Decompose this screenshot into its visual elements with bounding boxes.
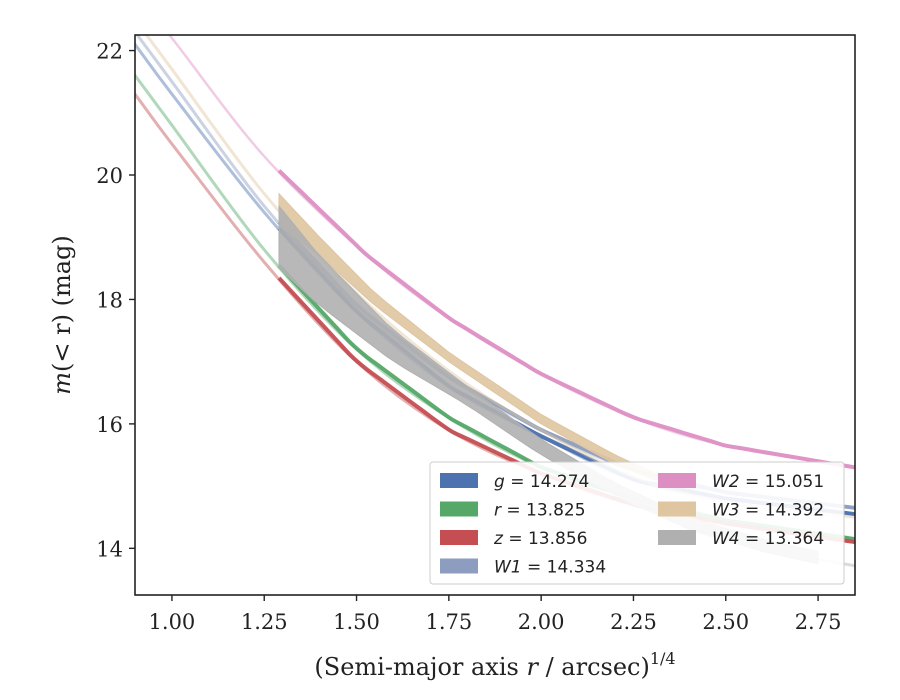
- x-axis-title-var: r: [526, 653, 539, 681]
- legend-item-z: z = 13.856: [440, 529, 587, 549]
- y-tick-label: 18: [96, 288, 123, 312]
- legend-swatch: [658, 530, 696, 545]
- x-axis-title-main: (Semi-major axis: [314, 653, 526, 681]
- legend-swatch: [658, 501, 696, 517]
- series-W2: [167, 35, 855, 470]
- legend-label-value: = 14.274: [505, 472, 590, 492]
- legend-item-g: g = 14.274: [440, 472, 589, 492]
- series-W2-measured-curve: [277, 169, 855, 470]
- legend-label-var: g: [494, 472, 505, 492]
- series-W1-model-curve: [135, 35, 855, 510]
- legend-label: W2 = 15.051: [712, 472, 824, 492]
- legend-label-var: W1: [494, 558, 522, 578]
- legend-swatch: [440, 473, 478, 488]
- legend-label-var: r: [494, 501, 502, 521]
- y-axis-title-suffix: (mag): [48, 235, 76, 314]
- legend-label: z = 13.856: [493, 529, 587, 549]
- y-tick-label: 16: [96, 413, 123, 437]
- x-tick-label: 2.50: [702, 610, 749, 634]
- x-tick-label: 1.25: [241, 610, 288, 634]
- y-tick-label: 22: [96, 40, 123, 64]
- x-tick-label: 2.25: [610, 610, 657, 634]
- legend-swatch: [440, 501, 478, 517]
- legend-swatch: [440, 558, 478, 574]
- y-tick-label: 20: [96, 164, 123, 188]
- legend-item-r: r = 13.825: [440, 501, 586, 521]
- legend-item-W1: W1 = 14.334: [440, 558, 606, 578]
- y-axis-ticks: 14 16 18 20 22: [96, 40, 135, 561]
- legend-label-value: = 13.856: [503, 529, 588, 549]
- x-axis-title: (Semi-major axis r / arcsec)1/4: [314, 649, 675, 681]
- legend-frame: [429, 461, 845, 585]
- legend-label-value: = 14.334: [522, 558, 607, 578]
- legend-label-var: z: [493, 529, 504, 549]
- y-axis-title: m(< r) (mag): [48, 235, 76, 395]
- legend-label-value: = 14.392: [740, 501, 825, 521]
- legend-item-W3: W3 = 14.392: [658, 501, 824, 521]
- x-axis-title-exponent: 1/4: [650, 649, 676, 668]
- legend-label-value: = 13.825: [501, 501, 586, 521]
- y-axis-title-prefix: m: [48, 372, 76, 395]
- x-tick-label: 2.75: [795, 610, 842, 634]
- x-tick-label: 2.00: [518, 610, 565, 634]
- x-axis-ticks: 1.00 1.25 1.50 1.75 2.00 2.25 2.50 2.75: [149, 595, 842, 634]
- legend-label-var: W4: [712, 529, 740, 549]
- legend-label: g = 14.274: [494, 472, 589, 492]
- legend-label-value: = 15.051: [740, 472, 825, 492]
- legend-swatch: [658, 473, 696, 488]
- y-tick-label: 14: [96, 537, 123, 561]
- legend-label: W1 = 14.334: [494, 558, 606, 578]
- legend-item-W2: W2 = 15.051: [658, 472, 824, 492]
- legend-label-var: W2: [712, 472, 740, 492]
- legend-label-var: W3: [712, 501, 740, 521]
- legend-label: W4 = 13.364: [712, 529, 824, 549]
- x-tick-label: 1.75: [425, 610, 472, 634]
- x-axis-title-rest: / arcsec): [538, 653, 650, 681]
- y-axis-title-inner: (< r): [48, 314, 76, 372]
- legend-item-W4: W4 = 13.364: [658, 529, 824, 549]
- x-tick-label: 1.50: [333, 610, 380, 634]
- legend-label-value: = 13.364: [740, 529, 825, 549]
- series-W1: [135, 35, 855, 510]
- legend-label: W3 = 14.392: [712, 501, 824, 521]
- legend-swatch: [440, 530, 478, 545]
- x-tick-label: 1.00: [149, 610, 196, 634]
- plot-frame: [134, 34, 856, 596]
- legend-label: r = 13.825: [494, 501, 586, 521]
